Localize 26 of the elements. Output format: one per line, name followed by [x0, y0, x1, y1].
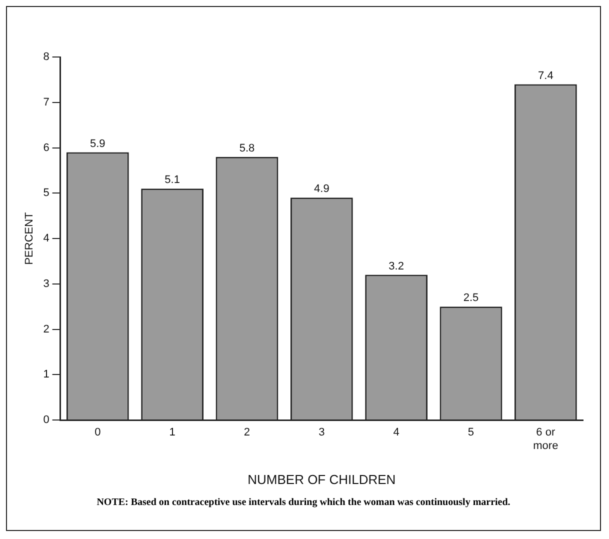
- y-tick-label: 2: [43, 323, 50, 336]
- y-tick-label: 0: [43, 414, 50, 426]
- y-tick-label: 1: [43, 368, 50, 381]
- x-tick-label: 0: [94, 426, 101, 439]
- y-tick-label: 3: [43, 278, 50, 290]
- data-label: 4.9: [314, 183, 330, 196]
- x-tick-label: 4: [393, 426, 400, 439]
- x-tick-label: 1: [169, 426, 176, 439]
- x-tick-label: 3: [318, 426, 325, 439]
- x-tick-label: 2: [244, 426, 250, 439]
- y-tick-label: 5: [43, 187, 50, 200]
- data-label: 3.2: [388, 260, 404, 272]
- data-label: 5.1: [164, 174, 180, 186]
- y-tick-label: 8: [43, 51, 50, 64]
- data-label: 7.4: [538, 70, 554, 82]
- x-axis-title: NUMBER OF CHILDREN: [248, 472, 396, 487]
- y-tick-label: 4: [43, 232, 50, 245]
- data-label: 5.9: [90, 138, 106, 150]
- x-tick-label: 5: [468, 426, 474, 439]
- y-tick-label: 7: [43, 96, 50, 108]
- x-tick-label: 6 or more: [533, 426, 558, 452]
- y-tick-label: 6: [43, 142, 50, 154]
- text: NOTE: Based on contraceptive use intervals during which the woman was continuously married.: [96, 497, 512, 508]
- data-label: 2.5: [463, 292, 479, 304]
- y-axis-title: PERCENT: [24, 212, 36, 265]
- data-label: 5.8: [239, 142, 255, 154]
